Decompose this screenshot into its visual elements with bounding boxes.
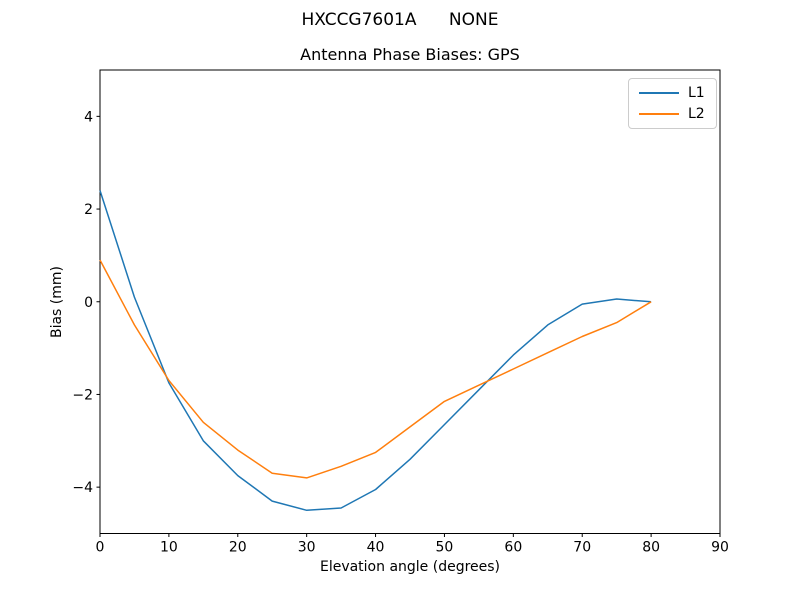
axes-title: Antenna Phase Biases: GPS <box>300 45 520 64</box>
x-tick-label: 20 <box>229 540 247 556</box>
x-tick-label: 90 <box>711 540 729 556</box>
legend-swatch-l2 <box>639 113 679 115</box>
figure-suptitle: HXCCG7601A NONE <box>301 10 499 30</box>
y-axis-label: Bias (mm) <box>49 265 65 339</box>
x-tick-label: 60 <box>504 540 522 556</box>
legend-item-l1: L1 <box>639 86 708 100</box>
y-tick-label: −4 <box>72 480 93 496</box>
x-tick-label: 10 <box>160 540 178 556</box>
legend: L1 L2 <box>628 78 717 129</box>
x-tick-label: 40 <box>367 540 385 556</box>
y-tick-label: 2 <box>84 202 93 218</box>
l1-line <box>99 190 652 512</box>
legend-item-l2: L2 <box>639 107 708 121</box>
x-axis-label: Elevation angle (degrees) <box>319 559 501 575</box>
y-tick-label: −2 <box>72 387 93 403</box>
y-tick-label: 4 <box>84 109 93 125</box>
l2-line <box>99 259 652 479</box>
legend-swatch-l1 <box>639 92 679 94</box>
x-tick-label: 30 <box>298 540 316 556</box>
legend-label: L2 <box>688 106 705 122</box>
x-tick-label: 70 <box>573 540 591 556</box>
legend-label: L1 <box>688 85 705 101</box>
x-tick-label: 50 <box>436 540 454 556</box>
x-tick-label: 0 <box>96 540 105 556</box>
y-tick-label: 0 <box>84 295 93 311</box>
plot-border <box>99 69 721 534</box>
x-tick-label: 80 <box>642 540 660 556</box>
